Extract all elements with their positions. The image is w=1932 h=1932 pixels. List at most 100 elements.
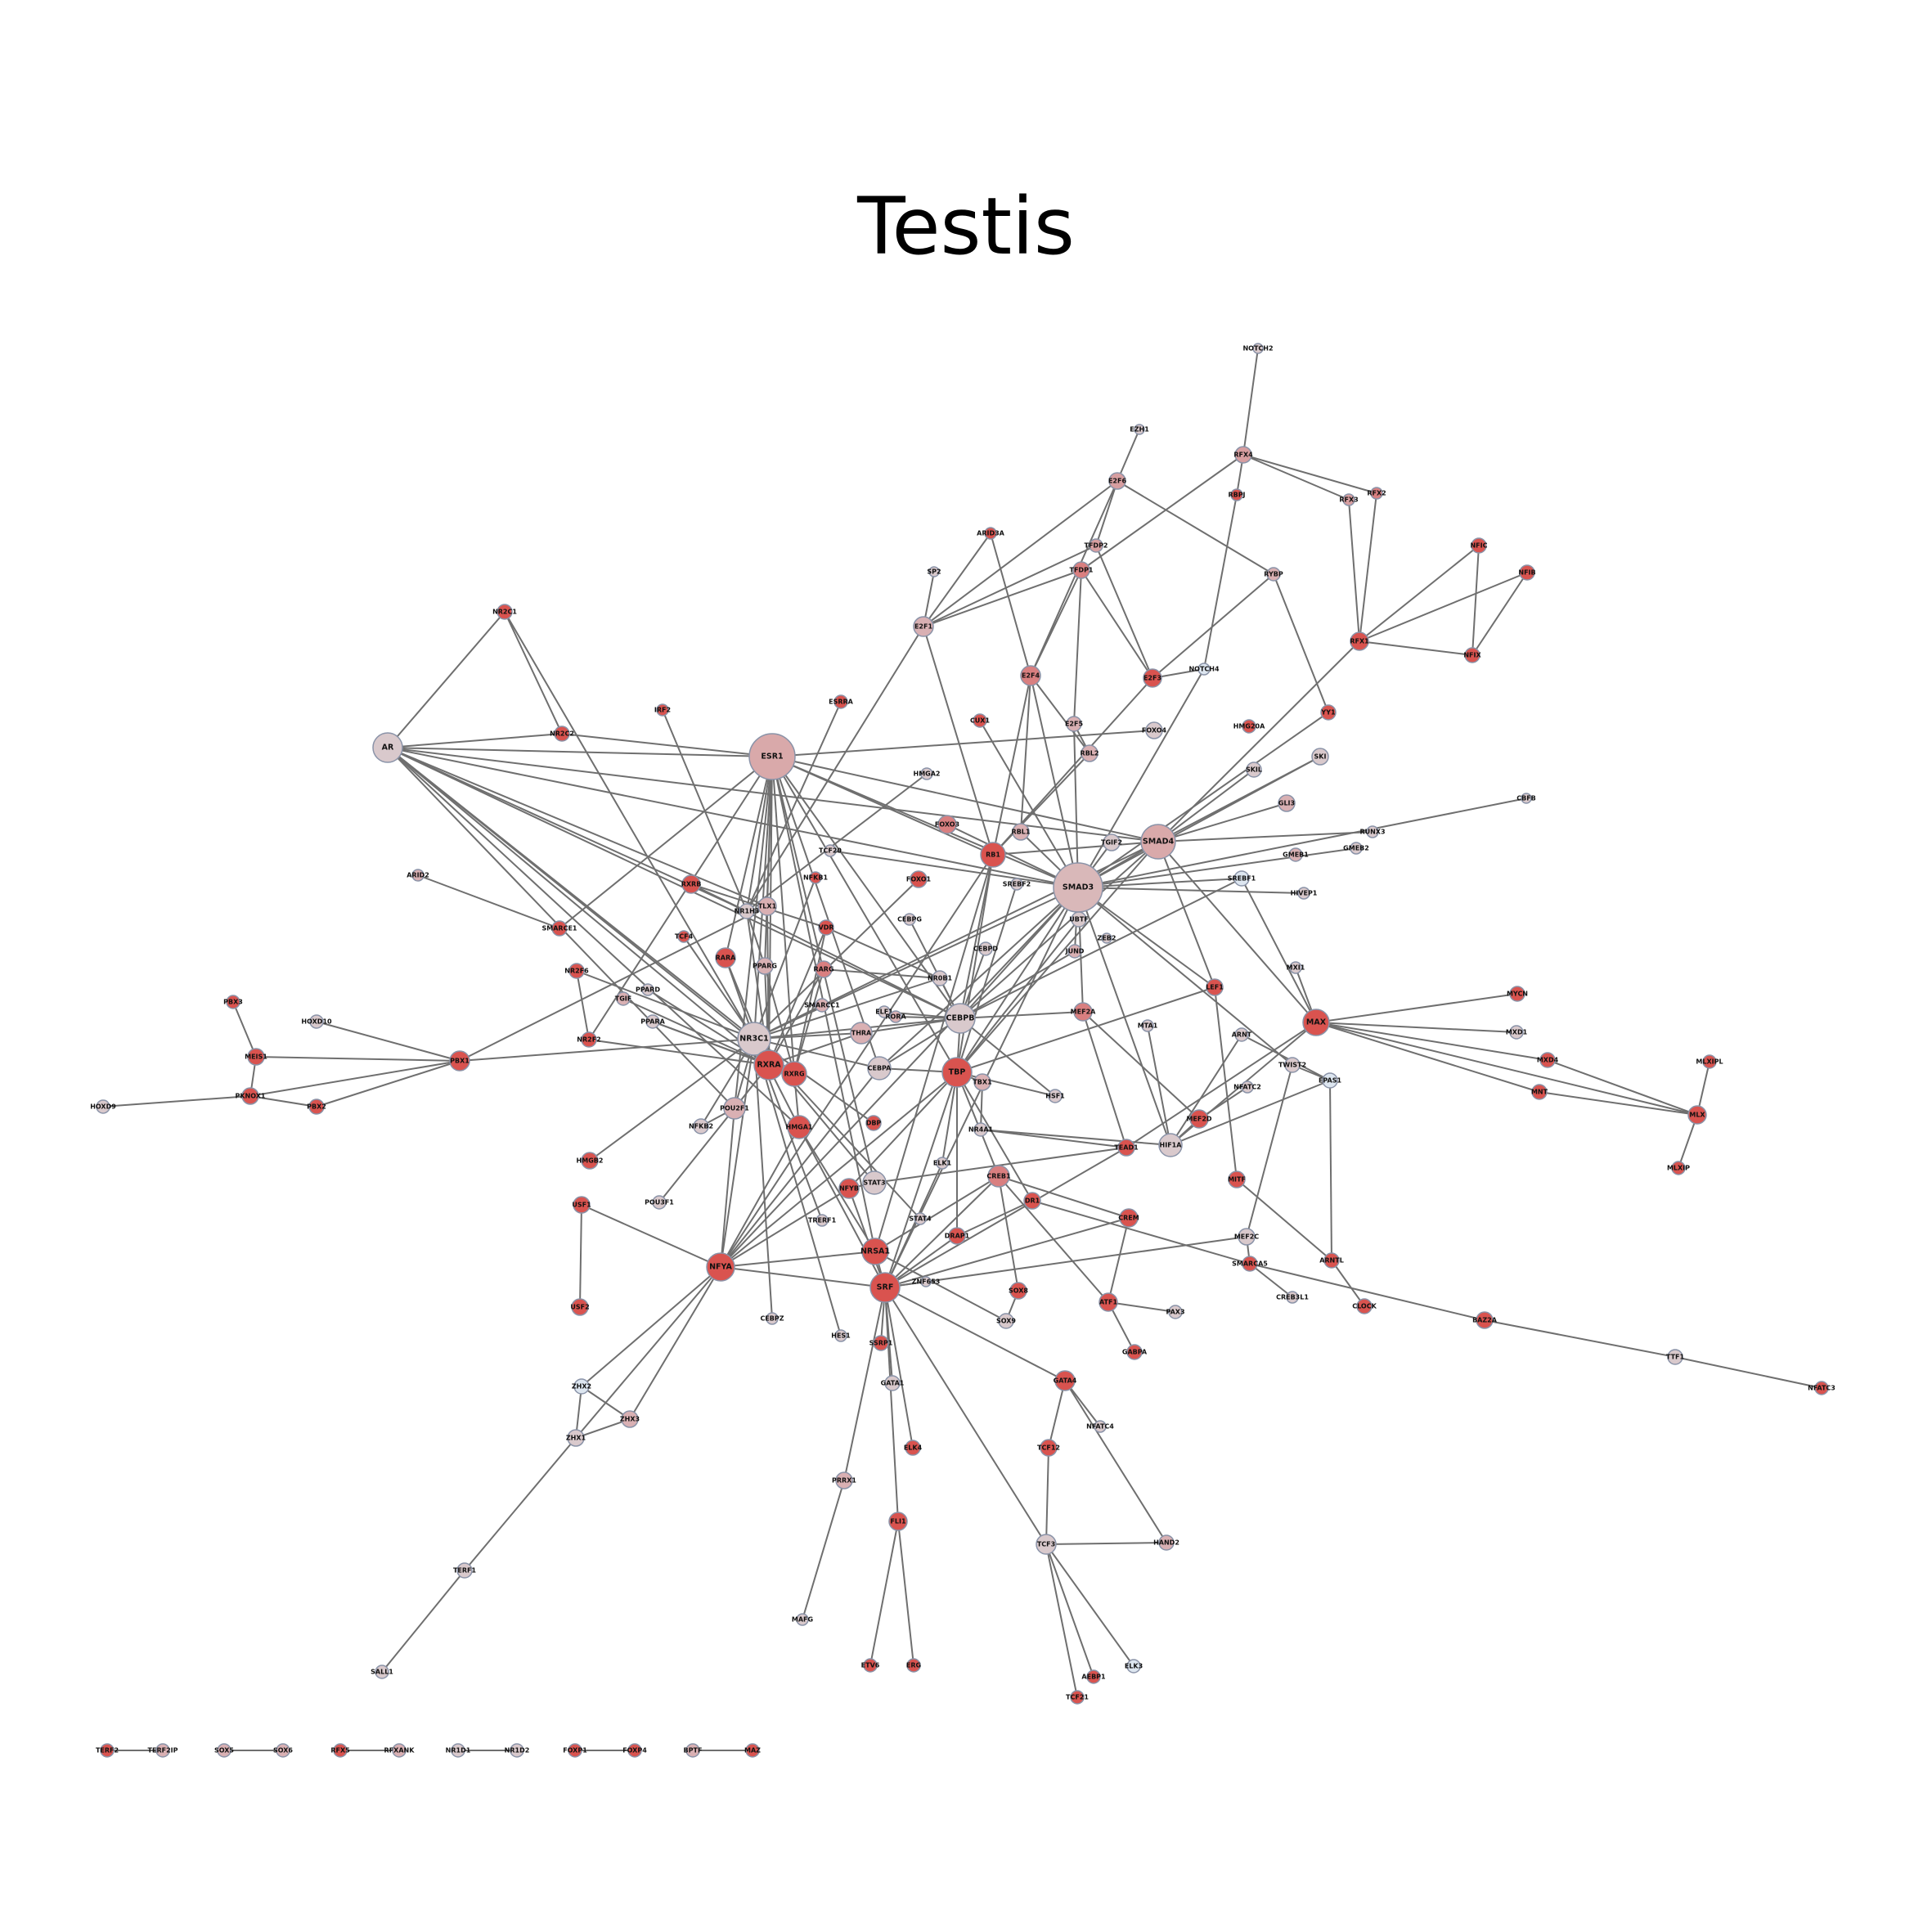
node-label: MAFG [792,1616,813,1624]
node-arid3a: ARID3A [977,527,1005,540]
edge-zhx2-zhx3 [581,1386,631,1420]
node-tlx1: TLX1 [757,896,777,916]
edge-e2f6-e2f1 [923,480,1118,627]
node-label: MEF2C [1234,1233,1259,1241]
node-sox5: SOX5 [214,1743,234,1758]
node-elk4: ELK4 [904,1440,923,1456]
edge-arntl-clock [1331,1260,1365,1307]
node-label: PBX2 [307,1103,326,1111]
node-label: TFDP2 [1085,542,1108,550]
node-label: TERF2IP [148,1747,178,1755]
node-ppard: PPARD [636,983,660,996]
node-rbl2: RBL2 [1081,744,1099,762]
edge-smad3-nfya [720,887,1079,1268]
edge-arid2-smarce1 [417,874,560,929]
node-circle [392,1743,407,1758]
node-circle [567,1429,585,1447]
node-label: RARA [716,955,737,962]
node-hand2: HAND2 [1153,1534,1179,1551]
node-label: CREB3L1 [1276,1294,1309,1301]
edge-rfx3-rfx1 [1348,499,1360,642]
node-circle [1089,538,1103,553]
edge-rbl2-rb1 [992,753,1090,856]
node-circle [824,844,837,857]
node-e2f5: E2F5 [1065,716,1083,732]
node-zhx1: ZHX1 [566,1429,586,1447]
edge-pou2f1-nfya [720,1108,735,1268]
edge-rfx2-rfx1 [1359,492,1377,642]
edge-e2f6-tfdp2 [1095,480,1118,546]
node-circle [1519,564,1535,581]
edge-rxra-nr2f2 [588,1039,770,1066]
edge-smad3-twist2 [1077,887,1293,1066]
node-label: TERF2 [96,1747,119,1755]
node-circle [616,991,631,1006]
node-stat4: STAT4 [909,1212,932,1225]
node-circle [1099,1292,1118,1312]
node-rfxank: RFXANK [384,1743,416,1758]
node-dr1: DR1 [1023,1192,1041,1210]
node-circle [693,1118,709,1134]
node-circle [1126,1659,1141,1674]
edge-nfyb-srf [848,1188,886,1288]
node-label: CEBPB [946,1014,975,1023]
edge-pbx1-nr3c1 [459,1038,755,1062]
node-circle [1366,825,1379,838]
node-mef2c: MEF2C [1234,1228,1259,1246]
node-arntl: ARNTL [1319,1252,1344,1269]
node-label: DRAP1 [945,1233,970,1240]
node-label: ZHX2 [572,1383,591,1391]
node-lef1: LEF1 [1206,978,1224,996]
edge-yy1-smad3 [1077,712,1329,888]
node-hmga2: HMGA2 [914,767,940,780]
edge-epas1-arntl [1329,1080,1332,1261]
node-circle [818,919,834,936]
edge-esr1-tbp [771,756,958,1073]
node-usf1: USF1 [572,1196,591,1214]
node-circle [1023,1192,1041,1210]
node-gmeb1: GMEB1 [1283,847,1309,862]
node-label: YY1 [1320,709,1336,717]
node-label: USF1 [572,1202,591,1209]
node-label: HMG20A [1233,723,1265,730]
edge-e2f6-rybp [1117,480,1274,575]
node-nfyb: NFYB [838,1178,860,1199]
node-label: CEBPG [897,916,922,923]
edge-smad3-cebpa [878,887,1079,1069]
node-label: RB1 [986,851,1000,859]
node-circle [1086,1669,1101,1684]
node-nfic: NFIC [1470,537,1488,554]
node-circle [1252,343,1264,354]
node-circle [1356,1298,1373,1314]
node-label: MEF2A [1071,1009,1096,1016]
node-label: ELK3 [1125,1663,1143,1670]
node-circle [1471,537,1487,554]
node-circle [656,703,669,717]
node-label: TCF21 [1066,1694,1089,1701]
node-circle [936,1157,949,1170]
node-label: RFXANK [384,1747,416,1755]
node-label: ARNTL [1319,1257,1344,1265]
edge-hoxd10-pbx1 [316,1021,461,1062]
node-rbpj: RBPJ [1228,488,1246,501]
edge-rfx4-rfx3 [1242,454,1350,501]
edge-esr1-nr2c2 [561,733,773,757]
edge-pknox1-pbx2 [249,1095,317,1108]
edge-esr1-foxo4 [771,730,1155,757]
node-label: SMAD4 [1143,838,1175,847]
node-label: NR1D2 [505,1747,530,1755]
node-label: PPARG [753,963,777,970]
node-rara: RARA [715,947,737,968]
node-label: SALL1 [371,1669,393,1676]
node-circle [1228,1170,1246,1188]
edge-tbp-srf [884,1072,958,1288]
node-label: POU2F1 [720,1105,749,1112]
node-label: IRF2 [654,707,671,714]
node-nr2f6: NR2F6 [564,963,589,979]
node-label: NR2C2 [550,730,574,738]
node-mafg: MAFG [792,1613,813,1626]
node-rfx3: RFX3 [1339,493,1359,506]
node-circle [973,1122,988,1137]
node-rarg: RARG [813,960,834,978]
node-label: PBX3 [223,999,243,1006]
